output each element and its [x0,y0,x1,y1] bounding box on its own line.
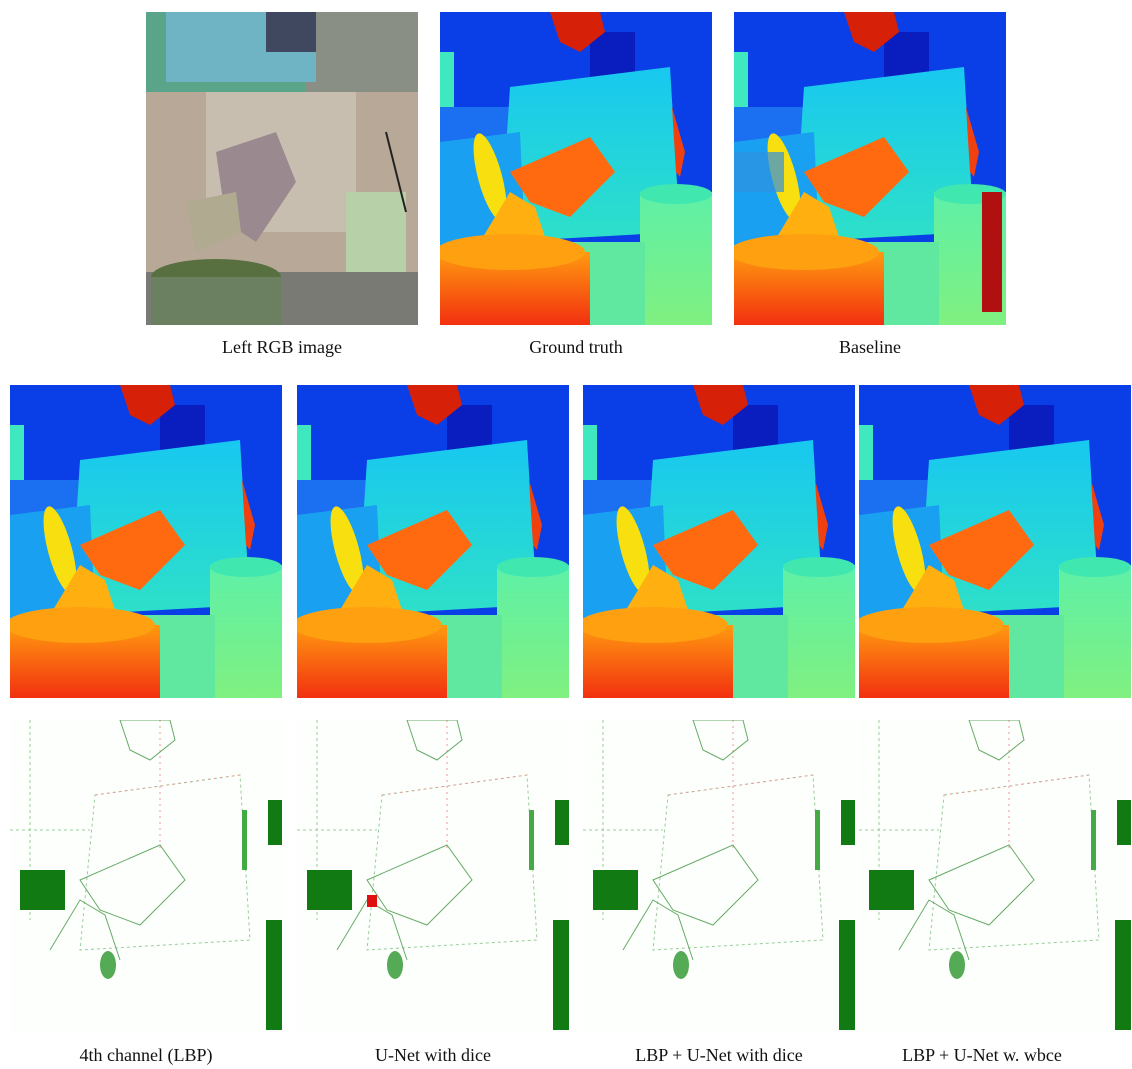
rgb-image [146,12,418,325]
caption: LBP + U-Net w. wbce [832,1045,1132,1066]
lbp-unet-wbce-error-image [859,720,1131,1033]
lbp-unet-wbce-depth-image [859,385,1131,698]
unet-dice-depth-image [297,385,569,698]
caption: Baseline [720,337,1020,358]
baseline-image [734,12,1006,325]
caption: Ground truth [426,337,726,358]
caption: LBP + U-Net with dice [569,1045,869,1066]
lbp-unet-dice-depth-image [583,385,855,698]
figure-page: Left RGB image Ground truth Baseline 4th… [0,0,1132,1069]
unet-dice-error-image [297,720,569,1033]
lbp-depth-image [10,385,282,698]
lbp-unet-dice-error-image [583,720,855,1033]
caption: U-Net with dice [283,1045,583,1066]
caption: 4th channel (LBP) [0,1045,296,1066]
ground-truth-image [440,12,712,325]
caption: Left RGB image [132,337,432,358]
lbp-error-image [10,720,282,1033]
